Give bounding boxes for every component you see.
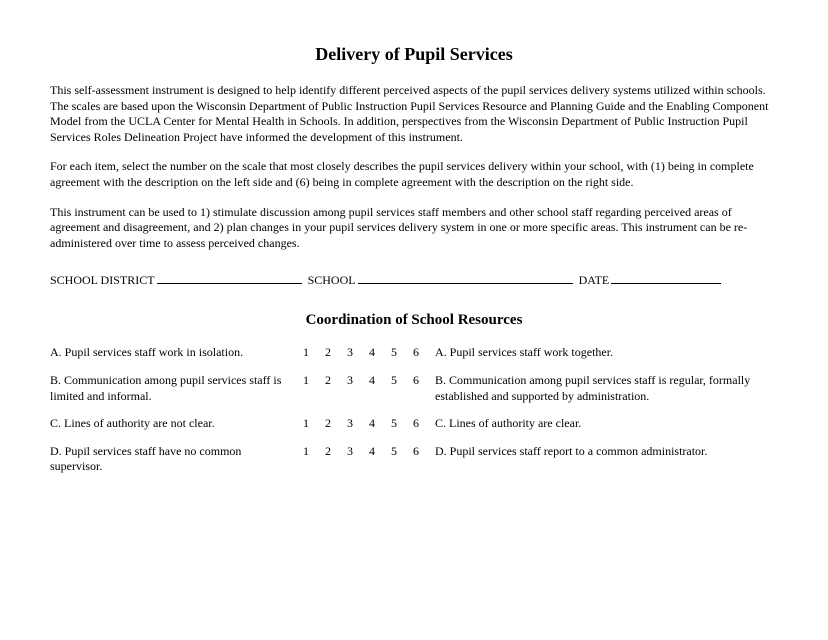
scale-option-5[interactable]: 5: [389, 444, 399, 460]
item-row-d: D. Pupil services staff have no common s…: [50, 444, 778, 475]
scale-option-4[interactable]: 4: [367, 444, 377, 460]
scale-option-5[interactable]: 5: [389, 345, 399, 361]
document-title: Delivery of Pupil Services: [50, 44, 778, 65]
scale-option-3[interactable]: 3: [345, 345, 355, 361]
item-d-scale: 1 2 3 4 5 6: [301, 444, 421, 460]
item-d-right: D. Pupil services staff report to a comm…: [421, 444, 778, 460]
scale-option-6[interactable]: 6: [411, 345, 421, 361]
scale-option-6[interactable]: 6: [411, 444, 421, 460]
item-b-scale: 1 2 3 4 5 6: [301, 373, 421, 389]
school-district-label: SCHOOL DISTRICT: [50, 273, 155, 288]
scale-option-1[interactable]: 1: [301, 416, 311, 432]
item-row-a: A. Pupil services staff work in isolatio…: [50, 345, 778, 361]
scale-option-4[interactable]: 4: [367, 416, 377, 432]
item-d-left: D. Pupil services staff have no common s…: [50, 444, 301, 475]
scale-option-5[interactable]: 5: [389, 373, 399, 389]
date-label: DATE: [579, 273, 610, 288]
item-c-scale: 1 2 3 4 5 6: [301, 416, 421, 432]
item-c-left: C. Lines of authority are not clear.: [50, 416, 301, 432]
intro-paragraph-3: This instrument can be used to 1) stimul…: [50, 205, 778, 252]
intro-paragraph-2: For each item, select the number on the …: [50, 159, 778, 190]
item-a-right: A. Pupil services staff work together.: [421, 345, 778, 361]
scale-option-3[interactable]: 3: [345, 416, 355, 432]
intro-paragraph-1: This self-assessment instrument is desig…: [50, 83, 778, 145]
item-b-left: B. Communication among pupil services st…: [50, 373, 301, 404]
school-label: SCHOOL: [308, 273, 356, 288]
scale-option-6[interactable]: 6: [411, 416, 421, 432]
item-c-right: C. Lines of authority are clear.: [421, 416, 778, 432]
scale-option-4[interactable]: 4: [367, 373, 377, 389]
scale-option-2[interactable]: 2: [323, 373, 333, 389]
school-district-blank[interactable]: [157, 271, 302, 284]
scale-option-2[interactable]: 2: [323, 416, 333, 432]
scale-option-3[interactable]: 3: [345, 444, 355, 460]
item-b-right: B. Communication among pupil services st…: [421, 373, 778, 404]
item-a-left: A. Pupil services staff work in isolatio…: [50, 345, 301, 361]
item-row-b: B. Communication among pupil services st…: [50, 373, 778, 404]
scale-option-2[interactable]: 2: [323, 444, 333, 460]
section-heading: Coordination of School Resources: [50, 312, 778, 329]
date-blank[interactable]: [611, 271, 721, 284]
scale-option-5[interactable]: 5: [389, 416, 399, 432]
item-row-c: C. Lines of authority are not clear. 1 2…: [50, 416, 778, 432]
school-blank[interactable]: [358, 271, 573, 284]
scale-option-6[interactable]: 6: [411, 373, 421, 389]
document-page: Delivery of Pupil Services This self-ass…: [0, 0, 828, 517]
scale-option-2[interactable]: 2: [323, 345, 333, 361]
scale-option-3[interactable]: 3: [345, 373, 355, 389]
form-fields-row: SCHOOL DISTRICT SCHOOL DATE: [50, 271, 778, 288]
item-a-scale: 1 2 3 4 5 6: [301, 345, 421, 361]
scale-option-4[interactable]: 4: [367, 345, 377, 361]
scale-option-1[interactable]: 1: [301, 373, 311, 389]
scale-option-1[interactable]: 1: [301, 444, 311, 460]
scale-option-1[interactable]: 1: [301, 345, 311, 361]
